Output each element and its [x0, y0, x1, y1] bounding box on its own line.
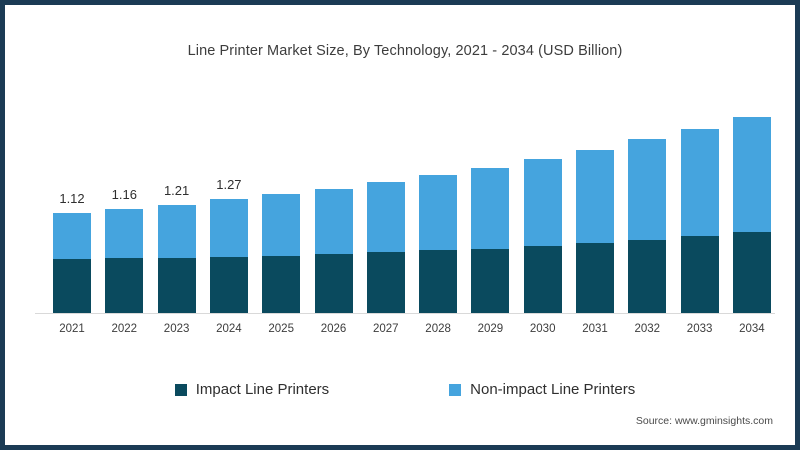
bar-column[interactable]	[157, 204, 196, 313]
bar-column[interactable]	[53, 212, 91, 313]
x-tick-2032: 2032	[634, 323, 661, 335]
x-tick-2024: 2024	[216, 323, 242, 335]
bar-column[interactable]	[523, 159, 562, 313]
x-tick-2028: 2028	[425, 323, 451, 335]
x-tick-2031: 2031	[582, 323, 608, 335]
bar-segment-impact	[366, 252, 405, 313]
bar-segment-impact	[523, 245, 562, 313]
bar-value-label: 1.12	[59, 190, 85, 206]
bar-segment-nonimpact	[680, 128, 719, 237]
bar-segment-impact	[209, 256, 248, 313]
bar-segment-impact	[314, 253, 353, 313]
bar-column[interactable]	[262, 193, 301, 313]
bar-column[interactable]	[105, 209, 144, 313]
bar-column[interactable]	[314, 188, 353, 313]
bar-segment-impact	[471, 248, 510, 313]
bar-segment-impact	[157, 257, 196, 313]
bar-segment-nonimpact	[53, 212, 91, 260]
bar-value-label: 1.16	[111, 187, 137, 203]
bar-segment-nonimpact	[314, 188, 353, 254]
bar-column[interactable]	[366, 182, 405, 313]
bar-segment-nonimpact	[471, 168, 510, 249]
bar-segment-nonimpact	[366, 182, 405, 253]
bar-column[interactable]	[576, 150, 614, 313]
bar-column[interactable]	[680, 128, 719, 313]
x-tick-2033: 2033	[686, 323, 713, 335]
x-tick-2030: 2030	[529, 323, 556, 335]
x-tick-2026: 2026	[320, 323, 347, 335]
bar-segment-nonimpact	[105, 209, 144, 259]
x-axis-line	[35, 313, 775, 314]
bar-column[interactable]	[732, 117, 771, 313]
bar-value-label: 1.21	[163, 182, 190, 198]
x-tick-2025: 2025	[268, 323, 294, 335]
bar-segment-nonimpact	[628, 139, 667, 240]
bar-segment-impact	[732, 232, 771, 313]
x-tick-2029: 2029	[477, 323, 504, 335]
bar-segment-impact	[680, 236, 719, 313]
bar-segment-nonimpact	[732, 117, 771, 233]
bar-segment-nonimpact	[576, 150, 614, 244]
x-tick-2023: 2023	[163, 323, 190, 335]
bar-segment-nonimpact	[262, 193, 301, 256]
legend-label: Impact Line Printers	[195, 381, 330, 398]
legend-swatch-icon	[174, 383, 187, 396]
bar-segment-nonimpact	[209, 199, 248, 257]
bar-segment-impact	[53, 259, 91, 313]
bar-segment-nonimpact	[523, 159, 562, 246]
bar-value-label: 1.27	[216, 177, 242, 193]
bar-column[interactable]	[471, 168, 510, 313]
x-tick-2021: 2021	[59, 323, 85, 335]
legend-swatch-icon	[449, 383, 462, 396]
page-title: Line Printer Market Size, By Technology,…	[187, 43, 623, 59]
bar-column[interactable]	[209, 199, 248, 313]
legend-label: Non-impact Line Printers	[470, 381, 636, 398]
bar-segment-nonimpact	[157, 204, 196, 258]
bar-column[interactable]	[628, 139, 667, 313]
bar-segment-impact	[576, 243, 614, 313]
bar-segment-impact	[105, 258, 144, 313]
bar-column[interactable]	[419, 175, 458, 313]
source-attribution: Source: www.gminsights.com	[635, 415, 773, 427]
bar-segment-impact	[419, 250, 458, 313]
x-tick-2027: 2027	[373, 323, 399, 335]
x-tick-2034: 2034	[739, 323, 765, 335]
bar-segment-nonimpact	[419, 175, 458, 251]
legend-item-impact[interactable]: Impact Line Printers	[174, 381, 330, 398]
legend-item-nonimpact[interactable]: Non-impact Line Printers	[449, 381, 635, 398]
plot-area: 1.12 1.16 1.21 1.27 2021 2022 2023 2024 2025 202…	[5, 5, 800, 455]
x-tick-2022: 2022	[111, 323, 138, 335]
bar-segment-impact	[262, 255, 301, 313]
chart-legend: Impact Line Printers Non-impact Line Prin…	[5, 381, 800, 398]
bar-segment-impact	[628, 239, 667, 313]
